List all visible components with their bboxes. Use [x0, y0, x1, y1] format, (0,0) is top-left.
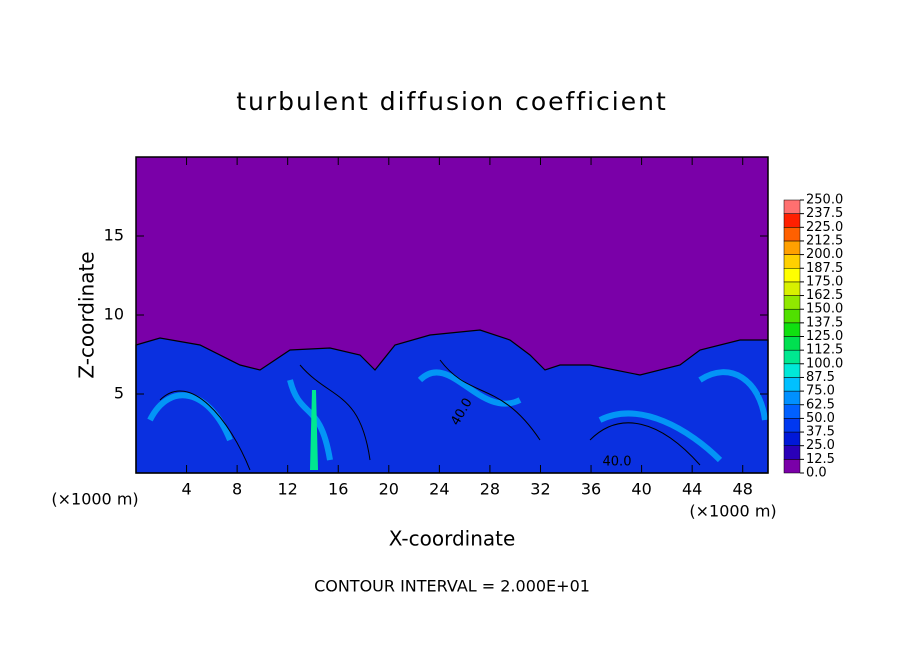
x-tick-label: 8: [232, 480, 242, 499]
colorbar-label: 100.0: [806, 356, 843, 371]
colorbar-label: 200.0: [806, 247, 843, 262]
colorbar-label: 62.5: [806, 397, 835, 412]
colorbar-bin: [783, 349, 801, 365]
colorbar-bin: [783, 240, 801, 255]
colorbar-label: 187.5: [806, 261, 843, 276]
colorbar-label: 125.0: [806, 329, 843, 344]
y-tick-label: 5: [114, 384, 124, 403]
colorbar-label: 75.0: [806, 384, 835, 399]
colorbar-bin: [783, 445, 801, 460]
colorbar-bin: [783, 377, 801, 392]
x-axis-label: X-coordinate: [389, 527, 516, 551]
y-axis-label: Z-coordinate: [75, 251, 99, 378]
x-tick-label: 4: [181, 480, 191, 499]
colorbar-label: 25.0: [806, 438, 835, 453]
colorbar-bin: [783, 227, 801, 242]
colorbar-label: 112.5: [806, 343, 843, 358]
colorbar-bin: [783, 199, 801, 214]
colorbar-bin: [783, 336, 801, 351]
x-unit-label: (×1000 m): [51, 490, 138, 509]
colorbar-label: 12.5: [806, 452, 835, 467]
colorbar-bin: [783, 459, 801, 474]
colorbar-bin: [783, 418, 801, 433]
colorbar-bin: [783, 322, 801, 337]
y-tick-label: 15: [104, 226, 124, 245]
colorbar-bin: [783, 390, 801, 406]
x-tick-label: 44: [682, 480, 702, 499]
colorbar-label: 250.0: [806, 193, 843, 208]
colorbar-label: 87.5: [806, 370, 835, 385]
colorbar-bin: [783, 404, 801, 419]
x-tick-label: 28: [480, 480, 500, 499]
colorbar-bin: [783, 295, 801, 310]
colorbar-label: 225.0: [806, 220, 843, 235]
turbulent-streaks: [147, 369, 768, 463]
colorbar-bin: [783, 213, 801, 228]
x-tick-label: 16: [328, 480, 348, 499]
colorbar-bin: [783, 363, 801, 378]
colorbar-label: 0.0: [806, 466, 827, 481]
colorbar-bin: [783, 431, 801, 446]
x-tick-label: 12: [278, 480, 298, 499]
x-unit-label: (×1000 m): [689, 502, 776, 521]
colorbar-label: 237.5: [806, 206, 843, 221]
x-tick-label: 20: [379, 480, 399, 499]
colorbar-label: 175.0: [806, 274, 843, 289]
colorbar-bin: [783, 268, 801, 283]
colorbar-bin: [783, 254, 801, 269]
colorbar-label: 37.5: [806, 425, 835, 440]
x-tick-label: 40: [631, 480, 651, 499]
y-tick-label: 10: [104, 305, 124, 324]
x-tick-label: 48: [733, 480, 753, 499]
footnote: CONTOUR INTERVAL = 2.000E+01: [314, 577, 590, 596]
colorbar-label: 212.5: [806, 233, 843, 248]
x-tick-label: 24: [429, 480, 449, 499]
contour-lines: [159, 359, 701, 471]
chart-title: turbulent diffusion coefficient: [236, 87, 668, 116]
colorbar-label: 162.5: [806, 288, 843, 303]
x-tick-label: 36: [581, 480, 601, 499]
turbulent-streaks: [310, 390, 318, 470]
contour-label: 40.0: [603, 455, 632, 470]
x-tick-label: 32: [530, 480, 550, 499]
colorbar-label: 150.0: [806, 302, 843, 317]
field: [135, 157, 769, 474]
colorbar-bin: [783, 281, 801, 296]
colorbar-label: 50.0: [806, 411, 835, 426]
colorbar-label: 137.5: [806, 315, 843, 330]
colorbar-bin: [783, 308, 801, 324]
turbulent-region: [135, 329, 769, 474]
